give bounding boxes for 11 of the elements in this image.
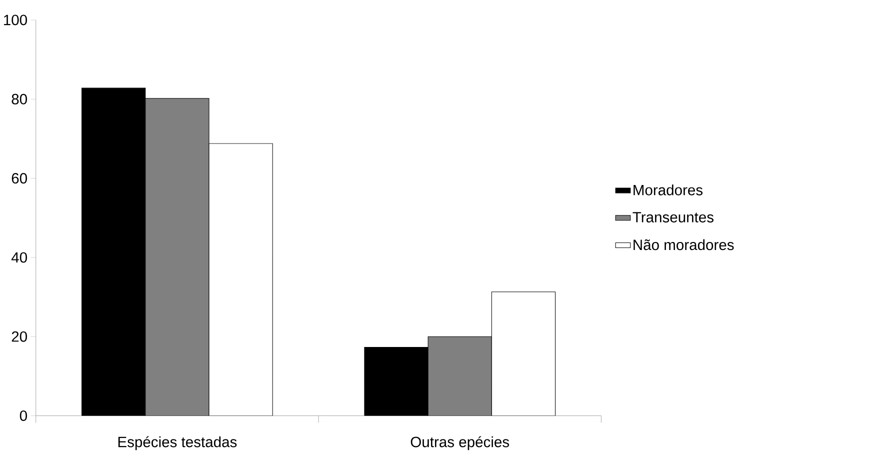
legend-label: Moradores xyxy=(634,184,703,196)
y-tick-label: 60 xyxy=(12,173,27,184)
y-tick-label: 0 xyxy=(20,410,27,421)
y-tick-label: 20 xyxy=(12,331,27,342)
y-tick-label: 100 xyxy=(4,14,27,26)
legend-label: Não moradores xyxy=(634,239,734,250)
x-tick-label: Espécies testadas xyxy=(118,436,237,450)
y-tick-label: 40 xyxy=(11,252,27,263)
y-tick-label: 80 xyxy=(12,94,27,104)
x-tick-label: Outras epécies xyxy=(410,436,510,450)
legend-label: Transeuntes xyxy=(632,212,714,222)
